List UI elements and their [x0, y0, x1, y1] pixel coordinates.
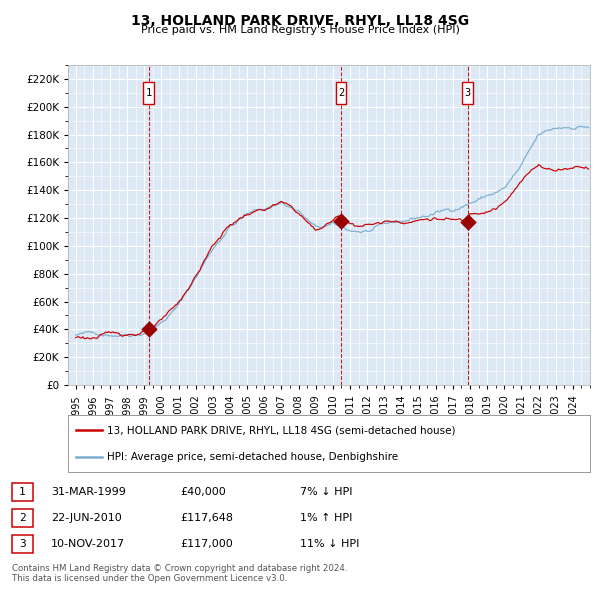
- Text: £117,000: £117,000: [180, 539, 233, 549]
- FancyBboxPatch shape: [463, 81, 473, 104]
- Text: £117,648: £117,648: [180, 513, 233, 523]
- Text: 7% ↓ HPI: 7% ↓ HPI: [300, 487, 353, 497]
- Text: Contains HM Land Registry data © Crown copyright and database right 2024.
This d: Contains HM Land Registry data © Crown c…: [12, 563, 347, 583]
- Text: 22-JUN-2010: 22-JUN-2010: [51, 513, 122, 523]
- Text: 3: 3: [19, 539, 26, 549]
- Text: 1: 1: [145, 88, 152, 98]
- Text: Price paid vs. HM Land Registry's House Price Index (HPI): Price paid vs. HM Land Registry's House …: [140, 25, 460, 35]
- FancyBboxPatch shape: [143, 81, 154, 104]
- Text: 13, HOLLAND PARK DRIVE, RHYL, LL18 4SG: 13, HOLLAND PARK DRIVE, RHYL, LL18 4SG: [131, 14, 469, 28]
- Point: [336, 217, 346, 226]
- Point: [144, 324, 154, 334]
- Text: 2: 2: [338, 88, 344, 98]
- Text: HPI: Average price, semi-detached house, Denbighshire: HPI: Average price, semi-detached house,…: [107, 451, 398, 461]
- Text: 1: 1: [19, 487, 26, 497]
- Text: £40,000: £40,000: [180, 487, 226, 497]
- Text: 10-NOV-2017: 10-NOV-2017: [51, 539, 125, 549]
- Text: 31-MAR-1999: 31-MAR-1999: [51, 487, 126, 497]
- Text: 11% ↓ HPI: 11% ↓ HPI: [300, 539, 359, 549]
- FancyBboxPatch shape: [336, 81, 346, 104]
- Text: 13, HOLLAND PARK DRIVE, RHYL, LL18 4SG (semi-detached house): 13, HOLLAND PARK DRIVE, RHYL, LL18 4SG (…: [107, 425, 455, 435]
- Text: 2: 2: [19, 513, 26, 523]
- Text: 3: 3: [464, 88, 471, 98]
- Text: 1% ↑ HPI: 1% ↑ HPI: [300, 513, 352, 523]
- Point: [463, 218, 472, 227]
